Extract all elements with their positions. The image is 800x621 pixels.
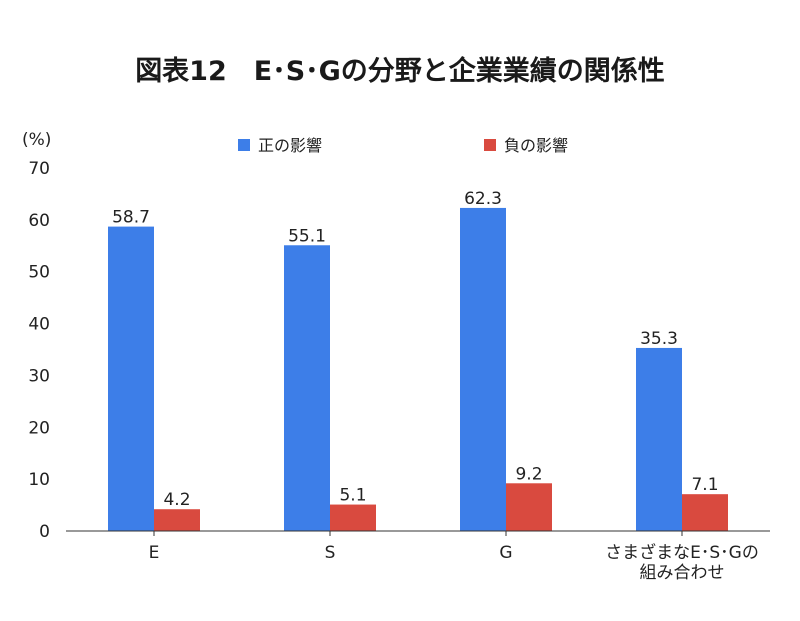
y-tick-label: 20 [28,418,50,438]
bar-positive [108,226,154,531]
y-tick-label: 50 [28,263,50,283]
data-label: 9.2 [515,464,542,484]
bar-negative [154,509,200,531]
data-label: 7.1 [691,475,718,495]
value-labels: 58.7 4.2 55.1 5.1 62.3 9.2 35.3 7.1 [112,189,718,510]
bar-negative [682,494,728,531]
data-label: 58.7 [112,208,150,228]
data-label: 62.3 [464,189,502,209]
y-tick-label: 60 [28,211,50,231]
bar-positive [460,207,506,531]
bar-negative [506,483,552,531]
bar-negative [330,504,376,531]
y-tick-label: 40 [28,315,50,335]
legend-swatch [238,139,250,151]
legend-label: 負の影響 [504,136,568,155]
y-tick-label: 0 [39,522,50,542]
data-label: 4.2 [163,490,190,510]
x-tick-label: S [325,543,336,563]
data-label: 35.3 [640,329,678,349]
bar-positive [636,347,682,531]
data-label: 5.1 [339,486,366,506]
y-tick-label: 30 [28,366,50,386]
legend-swatch [484,139,496,151]
chart-title: 図表12 E･S･Gの分野と企業業績の関係性 [135,55,665,87]
y-tick-label: 10 [28,470,50,490]
x-tick-label: 組み合わせ [640,563,725,583]
legend-label: 正の影響 [258,136,322,155]
y-axis: 0 10 20 30 40 50 60 70 [28,159,50,542]
data-label: 55.1 [288,226,326,246]
x-tick-label: さまざまなE･S･Gの [605,542,759,563]
bar-positive [284,245,330,531]
y-tick-label: 70 [28,159,50,179]
legend: 正の影響 負の影響 [238,136,568,155]
y-axis-unit-label: (%) [22,130,51,150]
x-tick-label: G [499,543,512,563]
x-tick-label: E [149,543,160,563]
bars [108,207,728,531]
